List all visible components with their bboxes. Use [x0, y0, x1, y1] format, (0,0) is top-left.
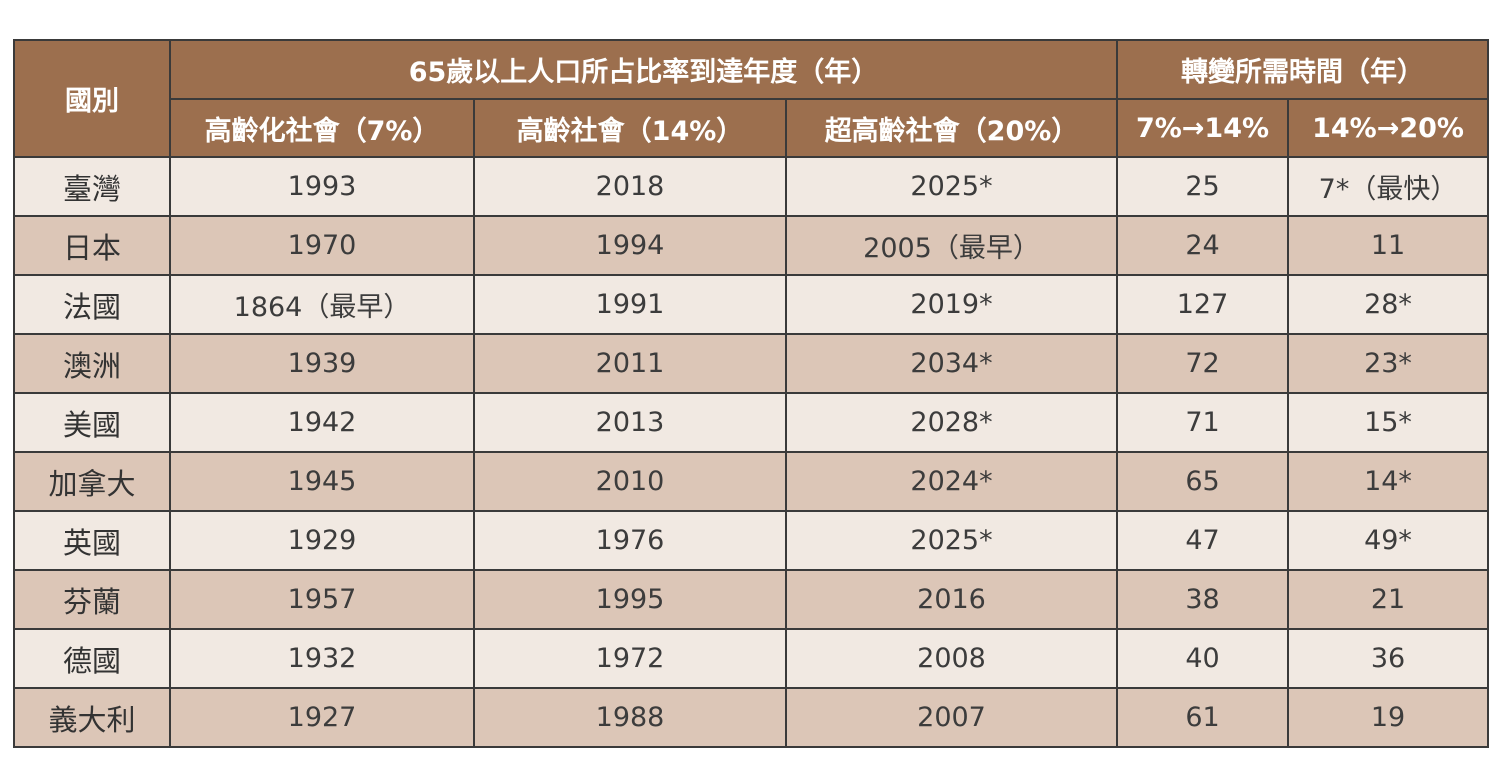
cell-t1: 61	[1116, 687, 1290, 748]
header-country: 國別	[13, 39, 171, 158]
cell-aged: 2018	[473, 156, 787, 217]
cell-aging: 1970	[169, 215, 475, 276]
cell-super-aged: 2028*	[784, 392, 1119, 453]
table-row: 法國 1864（最早） 1991 2019* 127 28*	[13, 274, 1490, 335]
cell-aging: 1927	[169, 687, 475, 748]
cell-t2: 36	[1287, 628, 1490, 689]
table-row: 臺灣 1993 2018 2025* 25 7*（最快）	[13, 156, 1490, 217]
aging-society-table-container: 國別 65歲以上人口所占比率到達年度（年） 轉變所需時間（年） 高齡化社會（7%…	[13, 39, 1490, 748]
table-row: 芬蘭 1957 1995 2016 38 21	[13, 569, 1490, 630]
cell-aging: 1932	[169, 628, 475, 689]
cell-aged: 1991	[473, 274, 787, 335]
table-row: 英國 1929 1976 2025* 47 49*	[13, 510, 1490, 571]
cell-country: 芬蘭	[13, 569, 171, 630]
cell-t2: 49*	[1287, 510, 1490, 571]
cell-t2: 11	[1287, 215, 1490, 276]
cell-country: 加拿大	[13, 451, 171, 512]
header-aging: 高齡化社會（7%）	[169, 98, 475, 158]
table-row: 日本 1970 1994 2005（最早） 24 11	[13, 215, 1490, 276]
cell-country: 法國	[13, 274, 171, 335]
cell-t1: 127	[1116, 274, 1290, 335]
table-row: 美國 1942 2013 2028* 71 15*	[13, 392, 1490, 453]
cell-t1: 40	[1116, 628, 1290, 689]
cell-aged: 1994	[473, 215, 787, 276]
cell-t1: 47	[1116, 510, 1290, 571]
cell-super-aged: 2034*	[784, 333, 1119, 394]
cell-country: 英國	[13, 510, 171, 571]
cell-aged: 2011	[473, 333, 787, 394]
cell-aging: 1945	[169, 451, 475, 512]
cell-t2: 28*	[1287, 274, 1490, 335]
cell-country: 臺灣	[13, 156, 171, 217]
cell-aging: 1939	[169, 333, 475, 394]
aging-society-table: 國別 65歲以上人口所占比率到達年度（年） 轉變所需時間（年） 高齡化社會（7%…	[13, 39, 1490, 748]
cell-aging: 1942	[169, 392, 475, 453]
table-row: 加拿大 1945 2010 2024* 65 14*	[13, 451, 1490, 512]
cell-super-aged: 2005（最早）	[784, 215, 1119, 276]
cell-super-aged: 2024*	[784, 451, 1119, 512]
cell-t1: 65	[1116, 451, 1290, 512]
header-t1: 7%→14%	[1116, 98, 1290, 158]
cell-aged: 1995	[473, 569, 787, 630]
cell-super-aged: 2008	[784, 628, 1119, 689]
table-row: 澳洲 1939 2011 2034* 72 23*	[13, 333, 1490, 394]
header-aged: 高齡社會（14%）	[473, 98, 787, 158]
header-row-1: 國別 65歲以上人口所占比率到達年度（年） 轉變所需時間（年）	[13, 39, 1490, 158]
cell-super-aged: 2019*	[784, 274, 1119, 335]
cell-country: 德國	[13, 628, 171, 689]
cell-t2: 7*（最快）	[1287, 156, 1490, 217]
cell-t2: 14*	[1287, 451, 1490, 512]
header-group-year: 65歲以上人口所占比率到達年度（年）	[168, 39, 1119, 100]
cell-aging: 1929	[169, 510, 475, 571]
cell-aged: 1972	[473, 628, 787, 689]
cell-t2: 19	[1287, 687, 1490, 748]
cell-t1: 24	[1116, 215, 1290, 276]
cell-super-aged: 2016	[784, 569, 1119, 630]
cell-aging: 1864（最早）	[169, 274, 475, 335]
cell-t2: 23*	[1287, 333, 1490, 394]
cell-aged: 1988	[473, 687, 787, 748]
cell-country: 澳洲	[13, 333, 171, 394]
cell-country: 日本	[13, 215, 171, 276]
header-group-time: 轉變所需時間（年）	[1116, 39, 1490, 100]
cell-super-aged: 2025*	[784, 510, 1119, 571]
cell-t2: 15*	[1287, 392, 1490, 453]
header-row-2: 高齡化社會（7%） 高齡社會（14%） 超高齡社會（20%） 7%→14% 14…	[14, 98, 1490, 158]
cell-t1: 72	[1116, 333, 1290, 394]
cell-super-aged: 2025*	[784, 156, 1119, 217]
cell-t1: 38	[1116, 569, 1290, 630]
cell-aged: 1976	[473, 510, 787, 571]
cell-aging: 1957	[169, 569, 475, 630]
cell-aging: 1993	[169, 156, 475, 217]
table-row: 義大利 1927 1988 2007 61 19	[13, 687, 1490, 748]
cell-country: 美國	[13, 392, 171, 453]
cell-aged: 2013	[473, 392, 787, 453]
cell-country: 義大利	[13, 687, 171, 748]
cell-t1: 25	[1116, 156, 1290, 217]
cell-t2: 21	[1287, 569, 1490, 630]
cell-super-aged: 2007	[784, 687, 1119, 748]
header-t2: 14%→20%	[1287, 98, 1490, 158]
header-super-aged: 超高齡社會（20%）	[784, 98, 1119, 158]
cell-aged: 2010	[473, 451, 787, 512]
table-row: 德國 1932 1972 2008 40 36	[13, 628, 1490, 689]
cell-t1: 71	[1116, 392, 1290, 453]
table-body: 臺灣 1993 2018 2025* 25 7*（最快） 日本 1970 1994 2005（最早…	[13, 156, 1490, 748]
